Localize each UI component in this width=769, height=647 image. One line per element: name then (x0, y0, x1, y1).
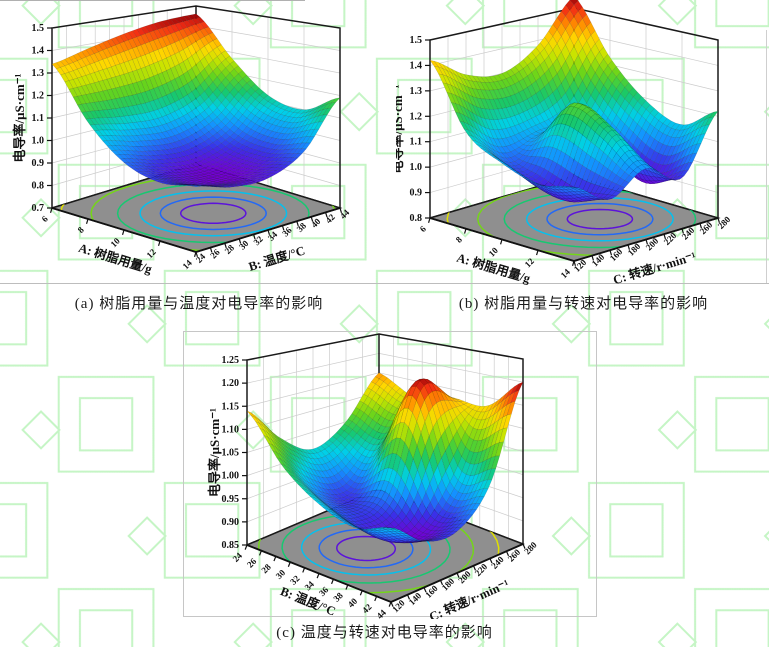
svg-text:38: 38 (331, 590, 345, 604)
caption-b: (b) 树脂用量与转速对电导率的影响 (458, 296, 709, 312)
svg-text:B: 温度/°C: B: 温度/°C (247, 243, 307, 274)
svg-text:10: 10 (487, 245, 501, 259)
svg-text:14: 14 (180, 257, 194, 271)
svg-text:0.8: 0.8 (410, 213, 423, 224)
svg-text:C: 转速/r·min⁻¹: C: 转速/r·min⁻¹ (611, 248, 698, 287)
svg-text:1.10: 1.10 (222, 424, 240, 435)
svg-text:28: 28 (259, 562, 273, 576)
svg-text:1.1: 1.1 (32, 113, 45, 124)
top-rule (0, 0, 305, 1)
svg-text:1.0: 1.0 (32, 136, 45, 147)
svg-text:1.20: 1.20 (222, 378, 240, 389)
svg-text:1.0: 1.0 (410, 162, 423, 173)
svg-text:44: 44 (375, 607, 389, 619)
svg-text:1.3: 1.3 (410, 86, 423, 97)
svg-text:12: 12 (523, 256, 537, 270)
svg-text:0.90: 0.90 (222, 517, 240, 528)
svg-text:1.1: 1.1 (410, 137, 423, 148)
svg-text:1.5: 1.5 (410, 35, 423, 46)
svg-text:电导率/μS·cm⁻¹: 电导率/μS·cm⁻¹ (207, 408, 222, 497)
svg-text:1.2: 1.2 (32, 91, 45, 102)
svg-text:1.25: 1.25 (222, 355, 240, 366)
svg-text:0.8: 0.8 (32, 181, 45, 192)
middle-rule (0, 283, 769, 284)
caption-a: (a) 树脂用量与温度对电导率的影响 (74, 296, 324, 312)
svg-text:280: 280 (522, 539, 539, 556)
svg-text:电导率/μS·cm⁻¹: 电导率/μS·cm⁻¹ (12, 73, 27, 162)
svg-text:0.9: 0.9 (32, 158, 45, 169)
svg-text:12: 12 (144, 246, 158, 260)
svg-text:6: 6 (40, 213, 51, 224)
svg-text:1.3: 1.3 (32, 68, 45, 79)
right-rule (766, 30, 767, 283)
svg-text:32: 32 (288, 573, 302, 587)
svg-text:1.15: 1.15 (222, 401, 240, 412)
svg-text:36: 36 (317, 584, 331, 598)
svg-text:0.85: 0.85 (222, 540, 240, 551)
svg-text:0.95: 0.95 (222, 494, 240, 505)
svg-text:电导率/μS·cm⁻¹: 电导率/μS·cm⁻¹ (396, 84, 405, 173)
svg-text:C: 转速/r·min⁻¹: C: 转速/r·min⁻¹ (427, 576, 512, 619)
svg-text:26: 26 (245, 556, 259, 570)
svg-text:0.7: 0.7 (32, 203, 45, 214)
svg-text:30: 30 (274, 567, 288, 581)
svg-text:8: 8 (76, 224, 87, 235)
svg-text:10: 10 (108, 235, 122, 249)
surface-plot-c: 24 26 28 30 32 34 36 38 40 42 44 120 140 160 180 200 220… (207, 333, 539, 619)
svg-text:40: 40 (346, 596, 360, 610)
svg-text:42: 42 (360, 601, 374, 615)
svg-text:0.9: 0.9 (410, 188, 423, 199)
caption-c: (c) 温度与转速对电导率的影响 (276, 625, 493, 641)
svg-text:1.4: 1.4 (410, 60, 423, 71)
svg-text:1.2: 1.2 (410, 111, 423, 122)
svg-text:1.05: 1.05 (222, 448, 240, 459)
svg-text:1.5: 1.5 (32, 23, 45, 34)
svg-text:1.4: 1.4 (32, 46, 45, 57)
plot-c-frame (183, 331, 597, 617)
svg-text:1.00: 1.00 (222, 471, 240, 482)
svg-text:6: 6 (418, 223, 429, 234)
svg-text:24: 24 (231, 550, 245, 564)
svg-text:14: 14 (559, 266, 573, 280)
svg-text:34: 34 (303, 579, 317, 593)
svg-text:8: 8 (454, 234, 465, 245)
